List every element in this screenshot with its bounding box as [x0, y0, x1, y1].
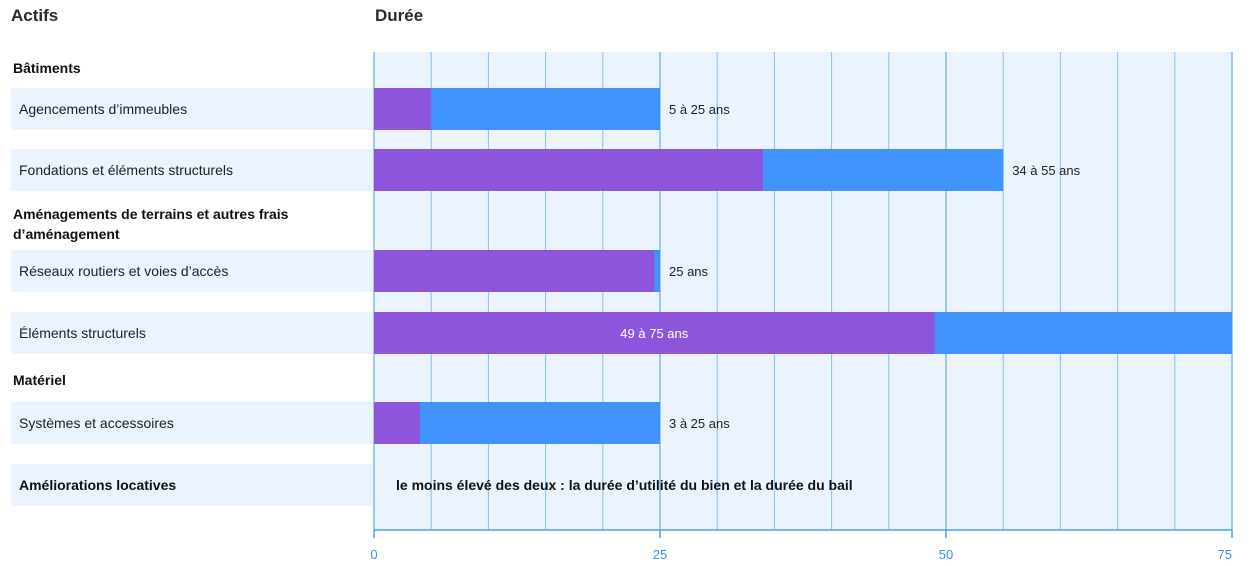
bar-min	[374, 250, 655, 292]
row-label-reseaux: Réseaux routiers et voies d’accès	[11, 250, 373, 292]
group-label-amenagements: Aménagements de terrains et autres frais…	[13, 206, 289, 242]
row-label-fondations: Fondations et éléments structurels	[11, 149, 373, 191]
group-label-materiel: Matériel	[13, 372, 66, 388]
row-label-agencements: Agencements d’immeubles	[11, 88, 373, 130]
bar-min	[374, 402, 420, 444]
bar-min	[374, 149, 763, 191]
row-label-elements-structurels: Éléments structurels	[11, 312, 373, 354]
data-label: 3 à 25 ans	[669, 416, 730, 431]
bars	[374, 88, 1232, 444]
assets-column-header: Actifs	[11, 6, 59, 25]
group-label-batiments: Bâtiments	[13, 60, 81, 76]
x-axis: 0 25 50 75	[370, 529, 1233, 562]
data-label: 34 à 55 ans	[1012, 163, 1080, 178]
bar-min	[374, 88, 432, 130]
note-text: le moins élevé des deux : la durée d’uti…	[396, 477, 853, 493]
data-label: 49 à 75 ans	[620, 326, 688, 341]
bar-min	[374, 312, 935, 354]
x-tick-label: 50	[939, 547, 953, 562]
row-label-systemes: Systèmes et accessoires	[11, 402, 373, 444]
grid-lines	[373, 52, 1233, 530]
data-labels: 5 à 25 ans 34 à 55 ans 25 ans 49 à 75 ans 3 …	[620, 102, 1080, 431]
x-tick-label: 25	[653, 547, 667, 562]
bar-max	[374, 402, 660, 444]
x-tick-label: 0	[370, 547, 377, 562]
duration-column-header: Durée	[375, 6, 424, 25]
row-label-ameliorations: Améliorations locatives	[11, 464, 373, 506]
x-tick-label: 75	[1218, 547, 1232, 562]
data-label: 5 à 25 ans	[669, 102, 730, 117]
data-label: 25 ans	[669, 264, 709, 279]
